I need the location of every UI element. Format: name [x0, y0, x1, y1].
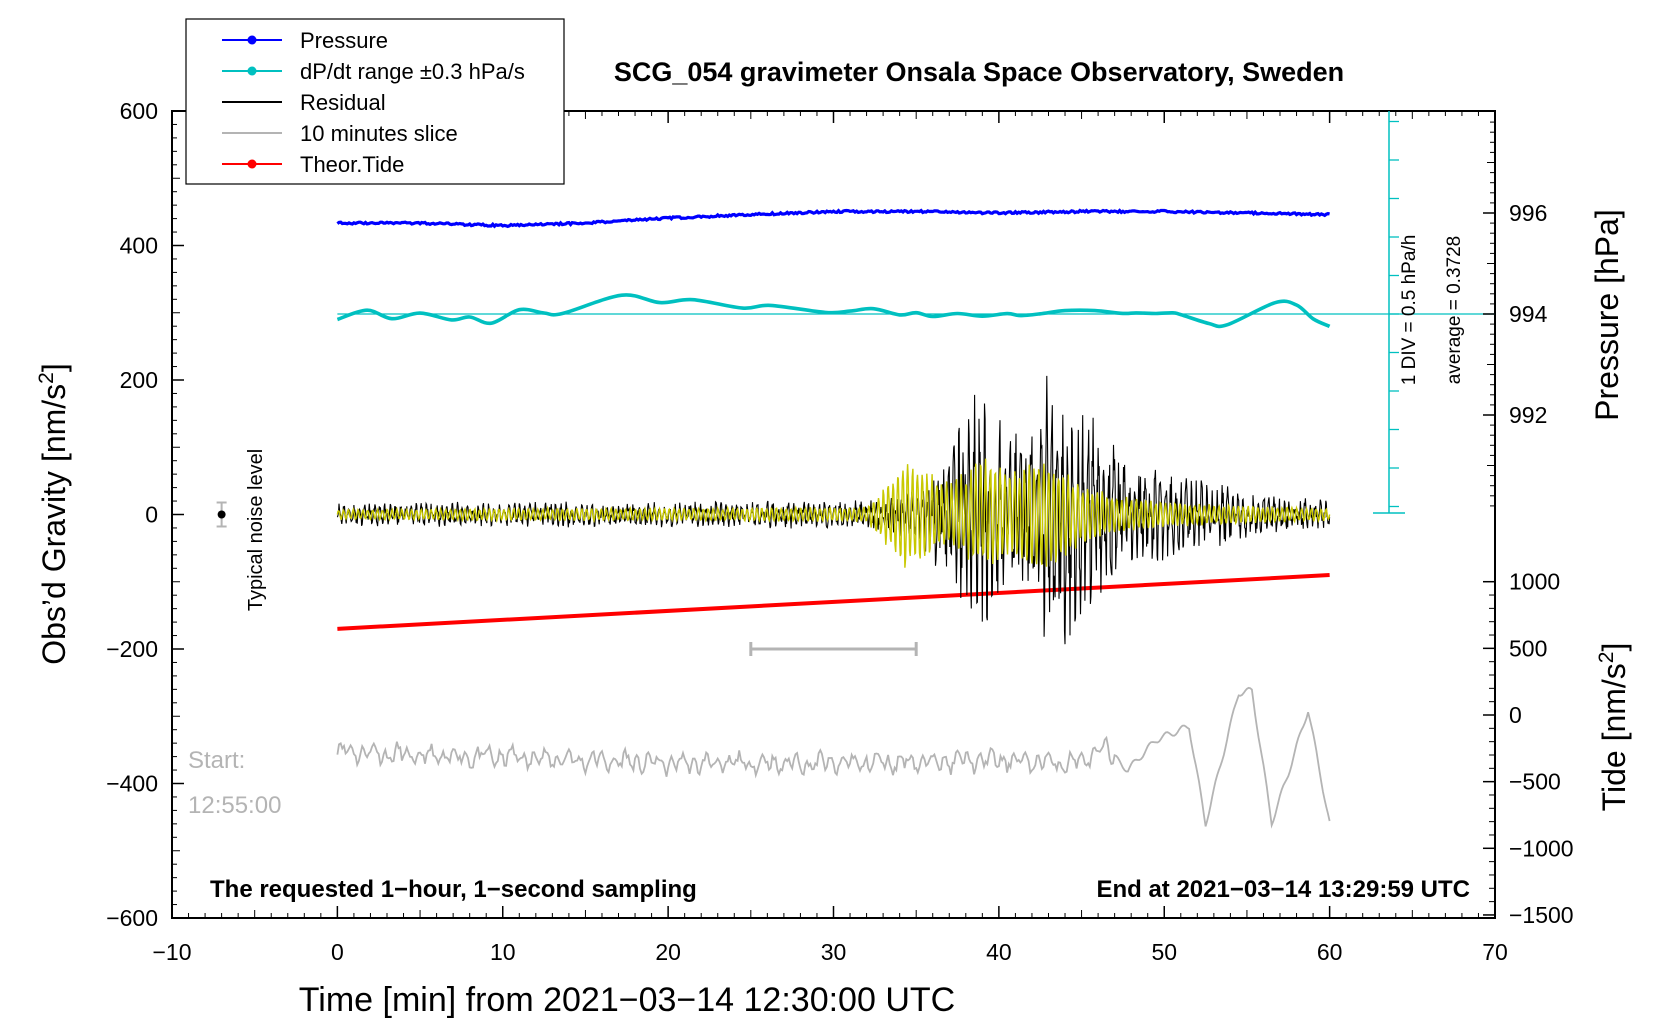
tide-axis-label-sup: 2: [1595, 652, 1618, 664]
y-axis-label-close: ]: [36, 363, 72, 372]
y-axis-label-text: Obs’d Gravity [nm/s: [36, 384, 72, 665]
pressure-axis-label: Pressure [hPa]: [1589, 209, 1625, 421]
x-tick-label: 20: [655, 939, 681, 965]
axes-ticks: −10 0 10 20 30 40 50 60 70 −600 −400 −200 0 200 400 600…: [106, 98, 1573, 965]
y-tick-label: −600: [106, 905, 158, 931]
x-tick-label: −10: [152, 939, 191, 965]
pressure-tick-label: 992: [1509, 402, 1547, 428]
y-tick-label: 0: [145, 502, 158, 528]
pressure-trace: [336, 208, 1330, 229]
tide-axis-label-close: ]: [1596, 643, 1632, 652]
legend-label: Theor.Tide: [300, 152, 404, 177]
chart-title: SCG_054 gravimeter Onsala Space Observat…: [614, 57, 1344, 87]
y-axis-label-sup: 2: [35, 372, 58, 384]
x-tick-label: 0: [331, 939, 344, 965]
end-time-note: End at 2021−03−14 13:29:59 UTC: [1096, 876, 1470, 903]
y-tick-label: 600: [120, 98, 158, 124]
start-time-label: 12:55:00: [188, 792, 281, 819]
y-axis-label: Obs’d Gravity [nm/s2]: [35, 363, 72, 665]
x-axis-label: Time [min] from 2021−03−14 12:30:00 UTC: [299, 981, 955, 1019]
y-tick-label: 200: [120, 367, 158, 393]
legend-label: 10 minutes slice: [300, 121, 458, 146]
slice-series: [336, 686, 1331, 829]
x-tick-label: 50: [1151, 939, 1177, 965]
legend-swatch-marker: [247, 35, 257, 45]
pressure-tick-label: 994: [1509, 301, 1548, 327]
average-label: average = 0.3728: [1444, 236, 1465, 384]
dpdt-series: [336, 293, 1331, 329]
y-tick-label: −200: [106, 636, 158, 662]
x-tick-label: 10: [490, 939, 516, 965]
legend-entries: Pressure dP/dt range ±0.3 hPa/s Residual 10…: [222, 28, 525, 177]
tide-tick-label: −1000: [1509, 835, 1574, 861]
dpdt-trace: [336, 293, 1331, 329]
legend-swatch-marker: [247, 66, 257, 76]
x-axis-label-text: Time [min] from 2021−03−14 12:30:00 UTC: [299, 981, 955, 1019]
legend: Pressure dP/dt range ±0.3 hPa/s Residual 10…: [185, 18, 565, 185]
noise-level-marker: [216, 501, 227, 528]
legend-swatch-marker: [247, 159, 257, 169]
div-label: 1 DIV = 0.5 hPa/h: [1399, 235, 1420, 386]
tide-tick-label: 0: [1509, 702, 1522, 728]
x-tick-label: 30: [821, 939, 847, 965]
y-tick-label: −400: [106, 771, 158, 797]
legend-label: Residual: [300, 90, 386, 115]
tide-axis-label: Tide [nm/s2]: [1595, 643, 1632, 812]
tide-trace: [337, 573, 1330, 631]
noise-dot: [217, 510, 226, 519]
filtered-series: [336, 458, 1331, 568]
legend-label: dP/dt range ±0.3 hPa/s: [300, 59, 525, 84]
noise-level-label: Typical noise level: [245, 449, 267, 611]
tide-tick-label: −500: [1509, 769, 1561, 795]
start-label: Start:: [188, 747, 245, 774]
tide-axis-label-text: Tide [nm/s: [1596, 663, 1632, 811]
legend-label: Pressure: [300, 28, 388, 53]
slice-trace: [336, 686, 1331, 829]
tide-tick-label: 1000: [1509, 569, 1560, 595]
y-tick-label: 400: [120, 233, 158, 259]
x-tick-label: 60: [1317, 939, 1343, 965]
pressure-tick-label: 996: [1509, 200, 1547, 226]
pressure-series: [336, 208, 1330, 229]
tide-tick-label: 500: [1509, 635, 1547, 661]
sampling-note: The requested 1−hour, 1−second sampling: [210, 876, 697, 903]
x-tick-label: 40: [986, 939, 1012, 965]
filtered-trace: [336, 458, 1331, 568]
tide-series: [337, 573, 1330, 631]
x-tick-label: 70: [1482, 939, 1508, 965]
tide-tick-label: −1500: [1509, 902, 1574, 928]
slice-indicator: [749, 642, 918, 656]
